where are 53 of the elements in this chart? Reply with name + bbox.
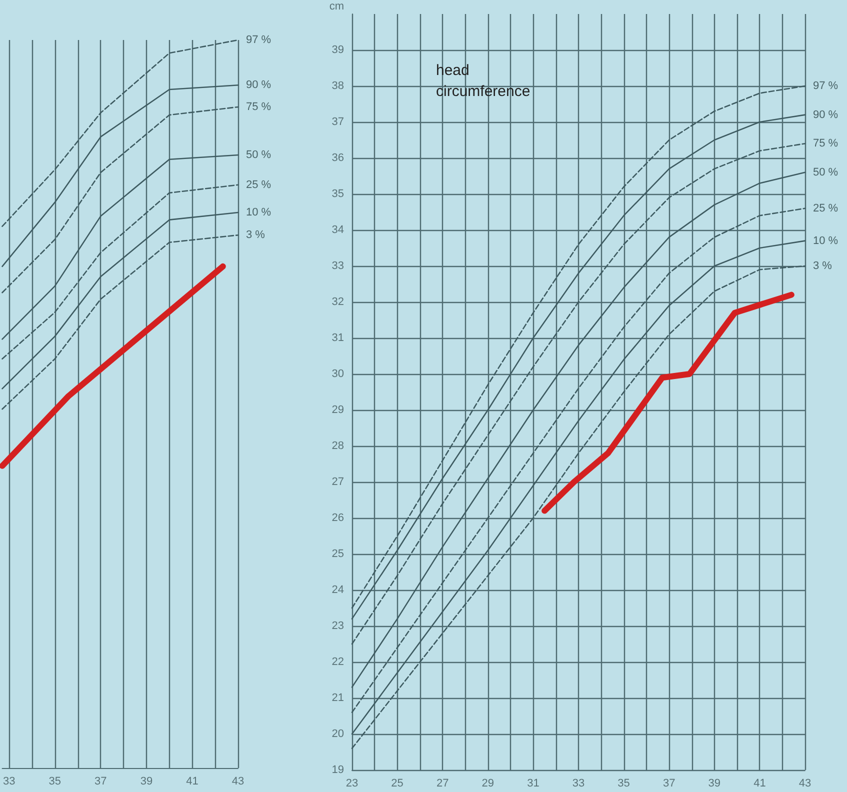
- series-label: 25 %: [246, 178, 272, 191]
- x-tick-label: 27: [436, 778, 449, 790]
- y-tick-label: 38: [332, 80, 344, 92]
- x-tick-label: 37: [662, 778, 676, 790]
- y-tick-label: 35: [332, 188, 344, 200]
- y-tick-label: 26: [332, 512, 344, 524]
- series-label: 3 %: [246, 229, 266, 242]
- series-label: 97 %: [246, 34, 272, 46]
- x-tick-label: 35: [48, 776, 62, 788]
- y-tick-label: 28: [332, 440, 344, 452]
- y-tick-label: 36: [332, 152, 344, 164]
- x-tick-label: 43: [798, 778, 812, 790]
- y-tick-label: 27: [332, 476, 344, 488]
- series-label: 75 %: [813, 138, 838, 150]
- x-tick-label: 35: [618, 778, 630, 790]
- x-tick-label: 29: [482, 778, 494, 790]
- series-label: 97 %: [813, 80, 838, 92]
- series-label: 50 %: [246, 149, 272, 162]
- y-axis-title: cm: [329, 0, 344, 12]
- series-label: 75 %: [246, 100, 272, 113]
- x-tick-label: 33: [572, 778, 585, 790]
- x-tick-label: 33: [2, 776, 16, 788]
- y-tick-label: 25: [332, 548, 344, 560]
- series-label: 3 %: [813, 260, 832, 272]
- y-tick-label: 31: [332, 332, 344, 344]
- y-tick-label: 37: [332, 116, 344, 128]
- series-label: 90 %: [246, 79, 272, 92]
- y-tick-label: 39: [332, 44, 344, 56]
- y-tick-label: 23: [332, 620, 344, 632]
- y-tick-label: 34: [332, 224, 344, 236]
- y-tick-label: 22: [332, 656, 344, 668]
- series-label: 10 %: [813, 234, 838, 247]
- x-tick-label: 39: [140, 776, 153, 788]
- y-tick-label: 21: [332, 692, 344, 704]
- x-tick-label: 31: [527, 778, 540, 790]
- y-tick-label: 29: [332, 404, 344, 416]
- x-tick-label: 37: [94, 776, 107, 788]
- x-tick-label: 41: [186, 776, 198, 788]
- y-tick-label: 20: [332, 728, 344, 740]
- series-label: 10 %: [246, 206, 272, 219]
- x-tick-label: 41: [754, 778, 766, 790]
- y-tick-label: 24: [332, 584, 344, 596]
- y-tick-label: 30: [332, 368, 344, 380]
- y-tick-label: 32: [332, 296, 344, 308]
- series-label: 25 %: [813, 202, 838, 214]
- series-label: 50 %: [813, 166, 838, 178]
- x-tick-label: 39: [708, 778, 721, 790]
- x-tick-label: 43: [232, 776, 244, 788]
- x-tick-label: 23: [346, 778, 358, 790]
- y-tick-label: 19: [332, 764, 344, 776]
- x-tick-label: 25: [391, 778, 404, 790]
- y-tick-label: 33: [332, 260, 344, 272]
- series-label: 90 %: [813, 108, 838, 121]
